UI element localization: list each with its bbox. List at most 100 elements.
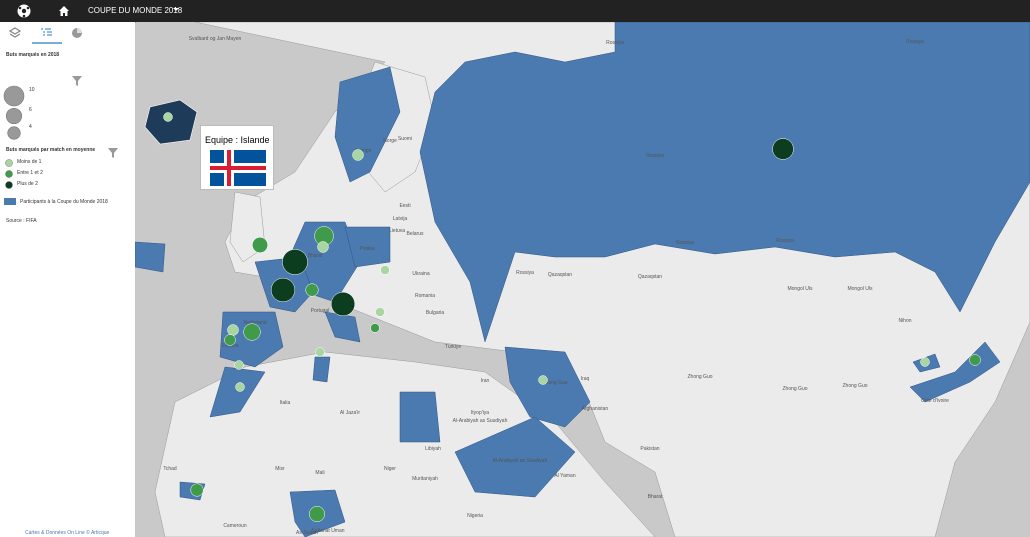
team-marker[interactable] — [270, 277, 296, 303]
map-label: Cote d'Ivoire — [921, 398, 949, 404]
logo[interactable] — [14, 0, 54, 22]
legend-symbols — [3, 76, 118, 205]
filter-icon[interactable] — [72, 76, 82, 86]
participants — [135, 22, 1030, 537]
map-label: Cameroun — [223, 523, 247, 529]
map-label: Norge — [383, 138, 397, 144]
iceland[interactable] — [144, 99, 198, 145]
map-label: Tchad — [163, 466, 177, 472]
size-symbol — [5, 107, 23, 125]
map-label: Mali — [315, 470, 324, 476]
size-symbol — [3, 85, 25, 107]
color-symbol — [5, 170, 13, 178]
color-label: Entre 1 et 2 — [17, 170, 43, 176]
color-legend-title: Buts marqués par match en moyenne — [6, 147, 96, 153]
map-label: Romania — [415, 293, 435, 299]
map-label: Lietuva — [389, 228, 405, 234]
team-marker[interactable] — [330, 291, 356, 317]
map-label: Zhong Guo — [842, 383, 867, 389]
map-label: Nihon — [898, 318, 911, 324]
home-icon[interactable] — [58, 5, 70, 17]
team-marker[interactable] — [282, 249, 308, 275]
map-label: Mongol Uls — [847, 286, 873, 292]
map-label: Afghanistan — [582, 406, 609, 412]
team-marker[interactable] — [772, 138, 794, 160]
map-label: Niger — [384, 466, 396, 472]
team-marker[interactable] — [243, 323, 261, 341]
credit[interactable]: Cartes & Données On Line © Articque — [25, 530, 110, 536]
team-marker[interactable] — [190, 483, 204, 497]
legend-tab[interactable] — [41, 28, 52, 36]
team-marker[interactable] — [235, 382, 245, 392]
team-marker[interactable] — [920, 357, 930, 367]
map-label: Bharat — [648, 494, 663, 500]
map-label: Rossiya — [676, 240, 694, 246]
color-symbol — [5, 159, 13, 167]
team-marker[interactable] — [252, 237, 268, 253]
nav-title[interactable]: COUPE DU MONDE 2018 — [88, 6, 183, 15]
map-label: Sverige — [355, 148, 372, 154]
map-label: Belarus — [407, 231, 424, 237]
caret[interactable] — [173, 8, 181, 14]
team-marker[interactable] — [969, 354, 981, 366]
map-label: Türkiye — [445, 344, 462, 350]
team-marker[interactable] — [234, 360, 244, 370]
map-label: Zhong Guo — [135, 22, 148, 24]
source: Source : FIFA — [6, 218, 37, 224]
team-marker[interactable] — [380, 265, 390, 275]
map-label: Ukraina — [412, 271, 429, 277]
map-label: Portugal — [311, 308, 330, 314]
map-label: Polska — [359, 246, 374, 252]
map-label: Zhong Guo — [542, 380, 567, 386]
map-label: Rossiya — [906, 39, 924, 45]
team-marker[interactable] — [227, 324, 239, 336]
popup-label: Equipe : Islande — [205, 135, 270, 145]
map-label: Bulgaria — [426, 310, 445, 316]
size-label: 10 — [29, 87, 35, 93]
map-label: Suomi — [398, 136, 412, 142]
team-marker[interactable] — [315, 347, 325, 357]
team-marker[interactable] — [375, 307, 385, 317]
size-label: 4 — [29, 124, 32, 130]
map-label: Latvija — [393, 216, 408, 222]
layers-tab[interactable] — [8, 27, 22, 38]
size-symbol — [7, 126, 21, 140]
map-label: Nederland — [243, 320, 266, 326]
map: Svalbard og Jan Mayen Norge Suomi Sverige Ro… — [135, 22, 1030, 537]
map-label: Misr — [275, 466, 285, 472]
map-label: Svalbard og Jan Mayen — [189, 36, 242, 42]
map-label: Nigeria — [467, 513, 483, 519]
legend-panel: Buts marqués en 2018 Buts marqués par ma… — [0, 22, 135, 537]
map-label: Al-Arabiyah as Suudiyah — [453, 418, 508, 424]
map-label: Espana — [222, 343, 239, 349]
map-label: Al-Arabiyah as Suudiyah — [493, 458, 548, 464]
panel-tabs — [8, 27, 82, 44]
map-label: Ityop'iya — [471, 410, 489, 416]
team-marker[interactable] — [309, 506, 325, 522]
team-marker[interactable] — [163, 112, 173, 122]
team-marker[interactable] — [538, 375, 548, 385]
chart-tab[interactable] — [72, 28, 82, 38]
map-label: Italia — [280, 400, 291, 406]
popup: Equipe : Islande — [200, 125, 274, 190]
color-label: Moins de 1 — [17, 159, 42, 165]
map-label: Saltanat Uman — [311, 528, 344, 534]
map-label: As-Sudan — [296, 530, 318, 536]
map-label: Rossiya — [646, 153, 664, 159]
team-marker[interactable] — [305, 283, 319, 297]
team-marker[interactable] — [370, 323, 380, 333]
map-label: Rossiya — [516, 270, 534, 276]
flag — [210, 150, 266, 186]
map-label: Qazaqstan — [548, 272, 572, 278]
map-label: Eesti — [399, 203, 410, 209]
map-label: Mongol Uls — [787, 286, 813, 292]
filter-icon[interactable] — [108, 148, 118, 158]
navbar: COUPE DU MONDE 2018 — [0, 0, 1030, 22]
team-marker[interactable] — [317, 241, 329, 253]
area-symbol — [4, 198, 16, 205]
team-marker[interactable] — [352, 149, 364, 161]
color-label: Plus de 2 — [17, 181, 38, 187]
color-symbol — [5, 181, 13, 189]
team-marker[interactable] — [224, 334, 236, 346]
